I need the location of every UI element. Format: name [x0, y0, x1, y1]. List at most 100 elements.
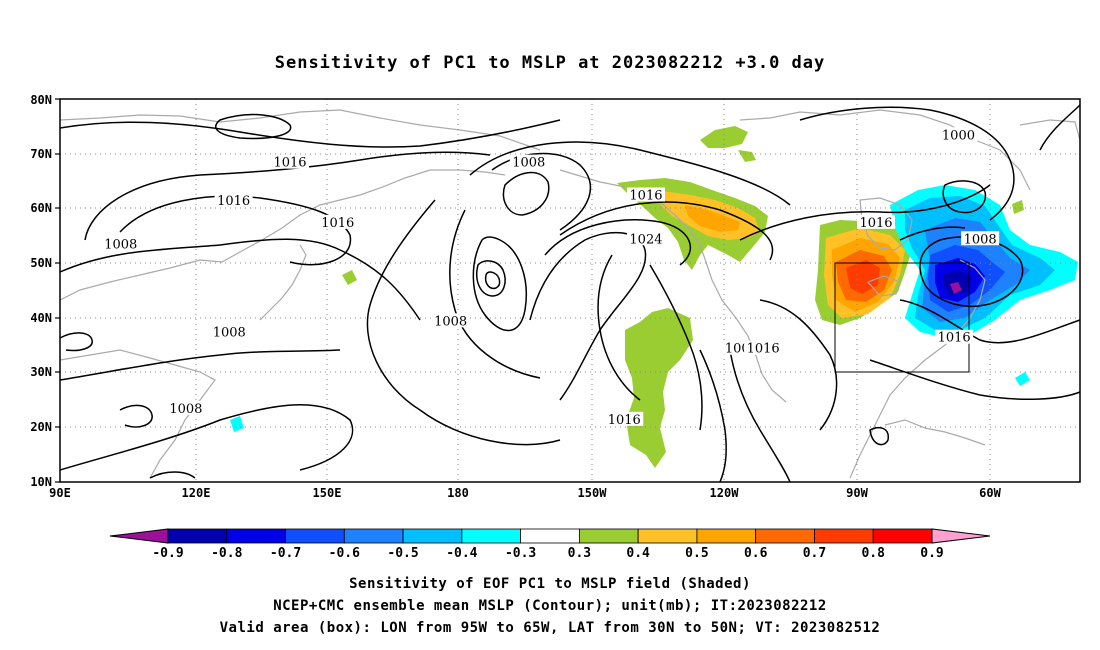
contour-label: 1008: [213, 325, 246, 340]
contour-label: 1008: [434, 314, 467, 329]
contour-line: [215, 113, 292, 140]
contour-line: [544, 219, 692, 266]
lat-tick-70n: 70N: [30, 147, 52, 161]
contour-label: 1016: [747, 342, 780, 357]
colorbar-label: -0.6: [329, 546, 360, 561]
colorbar-label: -0.4: [446, 546, 477, 561]
lon-axis: 90E 120E 150E 180 150W 120W 90W 60W: [49, 486, 1001, 500]
contour-label-bg: [101, 236, 140, 251]
coastline-siberia-north: [59, 109, 541, 151]
contour-label: 1008: [512, 156, 545, 171]
contour-label: 1008: [104, 238, 137, 253]
contour-line: [119, 404, 153, 428]
colorbar-swatch: [343, 528, 404, 544]
caption-line-3: Valid area (box): LON from 95W to 65W, L…: [220, 620, 881, 636]
contour-line: [449, 209, 541, 379]
colorbar-label: -0.9: [152, 546, 183, 561]
colorbar-label: 0.8: [861, 546, 885, 561]
contour-line: [729, 349, 791, 483]
contour-line: [84, 151, 491, 241]
lon-tick-150e: 150E: [313, 486, 342, 500]
contour-label-bg: [935, 329, 974, 344]
contour-line: [59, 238, 421, 321]
contour-line: [869, 359, 1081, 400]
lat-tick-60n: 60N: [30, 201, 52, 215]
contour-label-bg: [509, 154, 548, 169]
lat-tick-10n: 10N: [30, 475, 52, 489]
shade-cyan-small-1: [1015, 372, 1030, 386]
colorbar-label: 0.6: [744, 546, 768, 561]
mslp-contours: [59, 104, 1081, 483]
lat-tick-50n: 50N: [30, 256, 52, 270]
contour-line: [699, 349, 727, 483]
contour-line: [366, 199, 561, 446]
colorbar-label: 0.3: [568, 546, 591, 561]
coastline-great-lakes: [866, 275, 901, 297]
colorbar-swatch: [167, 528, 228, 544]
colorbar-swatch: [637, 528, 698, 544]
lon-tick-90e: 90E: [49, 486, 71, 500]
colorbar-label: -0.8: [211, 546, 242, 561]
lat-tick-30n: 30N: [30, 365, 52, 379]
contour-label: 1016: [938, 331, 971, 346]
contour-label: 1016: [217, 194, 250, 209]
lat-tick-40n: 40N: [30, 311, 52, 325]
colorbar-label: -0.3: [505, 546, 536, 561]
caption-line-1: Sensitivity of EOF PC1 to MSLP field (Sh…: [349, 576, 751, 592]
contour-line: [597, 254, 641, 401]
contour-label: 1008: [169, 402, 202, 417]
colorbar-left-arrow: [109, 528, 169, 544]
coastline-north-america: [739, 109, 1031, 191]
colorbar-swatch: [402, 528, 463, 544]
shade-green-arctic-2: [738, 150, 756, 162]
contour-label-bg: [605, 411, 644, 426]
colorbar-label: 0.4: [626, 546, 650, 561]
contour-label-bg: [857, 214, 895, 229]
coastline-asia-east: [59, 169, 506, 301]
contour-line: [649, 264, 703, 431]
contour-label-bg: [214, 192, 253, 207]
contour-line: [739, 184, 991, 241]
caption-line-2: NCEP+CMC ensemble mean MSLP (Contour); u…: [273, 598, 827, 614]
shade-green-arctic-3: [1012, 200, 1024, 214]
map-frame: [59, 98, 1081, 483]
colorbar-swatch: [872, 528, 933, 544]
colorbar-swatch: [520, 528, 580, 544]
contour-label-bg: [961, 231, 1000, 246]
contour-line: [759, 299, 838, 431]
contour-line: [559, 201, 774, 261]
colorbar-swatch: [461, 528, 522, 544]
contour-label: 1008: [964, 232, 997, 247]
contour-line: [869, 427, 889, 446]
contour-line: [59, 349, 341, 381]
lat-axis: 10N 20N 30N 40N 50N 60N 70N 80N: [30, 93, 60, 489]
colorbar-swatch: [755, 528, 815, 544]
contour-label: 1016: [321, 216, 354, 231]
contour-line: [799, 106, 1015, 221]
shade-green-arctic-1: [700, 126, 748, 148]
colorbar-label: -0.5: [387, 546, 418, 561]
colorbar-label: -0.7: [270, 546, 301, 561]
colorbar-swatch: [814, 528, 874, 544]
contour-line: [469, 141, 791, 206]
colorbar-swatch: [696, 528, 757, 544]
colorbar-label: 0.9: [920, 546, 943, 561]
shade-green-pacific: [625, 308, 693, 468]
colorbar-right-arrow: [931, 528, 991, 544]
colorbar: -0.9 -0.8 -0.7 -0.6 -0.5 -0.4 -0.3 0.3 0.4 0.5 0.6…: [109, 528, 991, 561]
contour-line: [59, 119, 561, 148]
shade-orange-alaska: [685, 205, 740, 232]
colorbar-swatch: [226, 528, 286, 544]
contour-line: [502, 171, 550, 216]
contour-line: [484, 271, 501, 290]
contour-line: [529, 231, 647, 401]
colorbar-label: 0.5: [685, 546, 708, 561]
contour-line: [476, 260, 506, 297]
contour-label: 1024: [629, 232, 662, 247]
map-background: [60, 99, 1080, 482]
contour-line: [942, 180, 987, 214]
contour-label: 1016: [629, 188, 662, 203]
lon-tick-90w: 90W: [846, 486, 868, 500]
contour-line: [1039, 104, 1081, 151]
